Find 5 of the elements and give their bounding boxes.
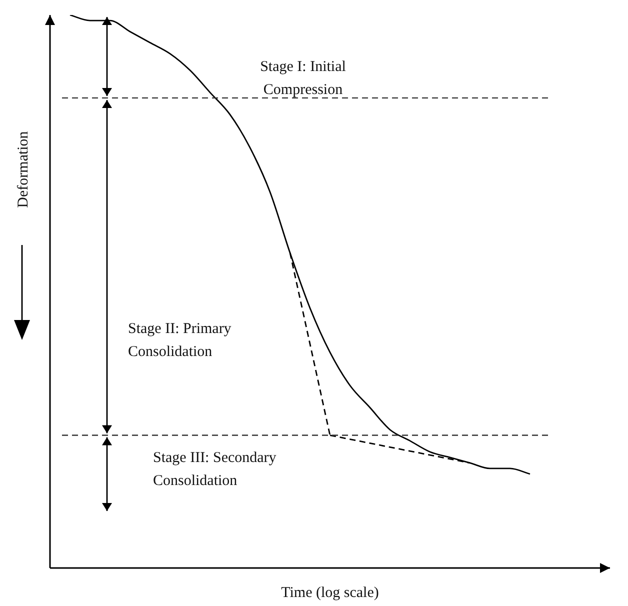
annotation: Stage III: Secondary Consolidation [153,449,278,492]
y-axis-title: Deformation [14,130,32,210]
annotation: Stage I: Initial Compression [259,58,347,100]
annotation: Stage II: Primary Consolidation [128,320,232,362]
x-axis-title: Time (log scale) [280,584,380,603]
